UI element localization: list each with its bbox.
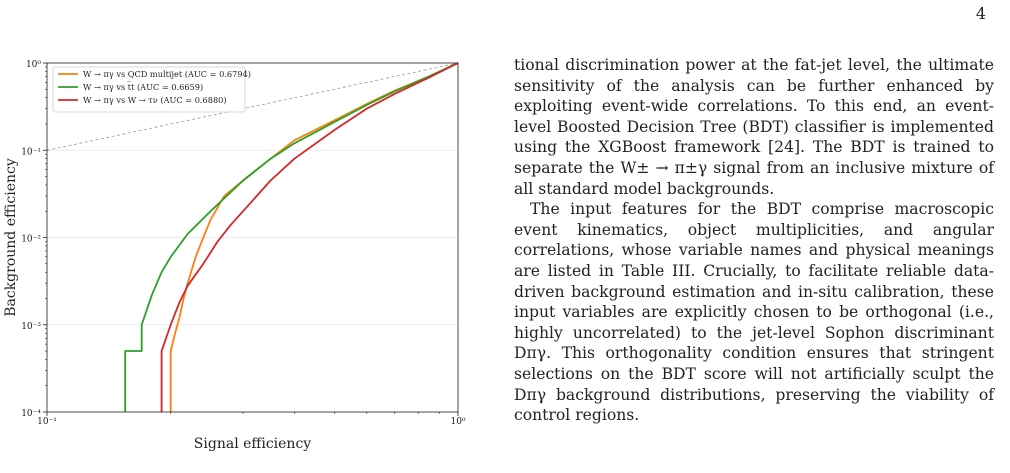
paragraph-2: The input features for the BDT comprise … xyxy=(514,200,994,425)
legend-box xyxy=(52,66,246,113)
grid-lines xyxy=(46,62,459,413)
roc-curve-1 xyxy=(169,62,459,412)
legend: W → πγ vs QCD multijet (AUC = 0.6794) W →… xyxy=(52,66,251,113)
roc-curves xyxy=(46,62,459,412)
x-axis-label: Signal efficiency xyxy=(194,436,311,452)
y-tick-label: 10⁻⁴ xyxy=(21,409,41,419)
y-tick-label: 10⁻² xyxy=(21,235,41,245)
legend-label: W → πγ vs t̅t (AUC = 0.6659) xyxy=(83,82,203,92)
paragraph-1: tional discrimination power at the fat-j… xyxy=(514,56,994,198)
legend-label: W → πγ vs QCD multijet (AUC = 0.6794) xyxy=(83,69,251,79)
page-number: 4 xyxy=(975,4,986,23)
legend-label: W → πγ vs W → τν (AUC = 0.6880) xyxy=(83,95,227,105)
y-axis-label: Background efficiency xyxy=(3,158,19,317)
x-tick-label: 10⁰ xyxy=(450,417,465,427)
roc-curve-2 xyxy=(124,62,459,412)
y-tick-label: 10⁻¹ xyxy=(21,147,41,157)
roc-curve-3 xyxy=(160,62,459,412)
x-tick-label: 10⁻¹ xyxy=(37,417,57,427)
body-text: tional discrimination power at the fat-j… xyxy=(514,55,994,426)
y-tick-label: 10⁰ xyxy=(26,60,41,70)
y-tick-label: 10⁻³ xyxy=(21,322,41,332)
diagonal-reference-line xyxy=(46,62,459,151)
